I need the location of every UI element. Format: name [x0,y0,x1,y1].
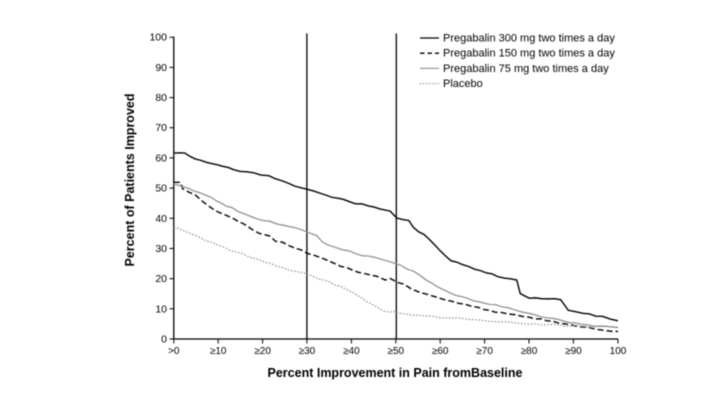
svg-text:100: 100 [149,32,167,44]
svg-text:≥30: ≥30 [299,346,316,357]
svg-text:>0: >0 [168,346,180,357]
svg-text:≥40: ≥40 [343,346,360,357]
svg-text:40: 40 [155,213,167,225]
svg-text:≥10: ≥10 [210,346,227,357]
svg-text:Pregabalin 75 mg two times a d: Pregabalin 75 mg two times a day [443,63,609,75]
svg-text:10: 10 [155,303,167,315]
svg-text:Percent of Patients Improved: Percent of Patients Improved [123,94,137,267]
svg-text:≥60: ≥60 [432,346,449,357]
svg-text:70: 70 [155,122,167,134]
svg-text:Placebo: Placebo [443,78,483,90]
svg-text:Pregabalin 150 mg two times a: Pregabalin 150 mg two times a day [443,48,615,60]
svg-text:60: 60 [155,152,167,164]
svg-text:≥90: ≥90 [565,346,582,357]
svg-text:≥70: ≥70 [476,346,493,357]
svg-text:80: 80 [155,92,167,104]
svg-text:≥80: ≥80 [521,346,538,357]
svg-text:90: 90 [155,62,167,74]
svg-text:50: 50 [155,183,167,195]
svg-text:0: 0 [161,334,167,346]
svg-text:≥50: ≥50 [387,346,404,357]
svg-text:Pregabalin 300 mg two times a: Pregabalin 300 mg two times a day [443,33,615,45]
svg-text:≥20: ≥20 [254,346,271,357]
svg-text:Percent Improvement in Pain fr: Percent Improvement in Pain fromBaseline [268,366,523,380]
svg-text:30: 30 [155,243,167,255]
svg-text:20: 20 [155,273,167,285]
svg-text:100: 100 [610,346,627,357]
